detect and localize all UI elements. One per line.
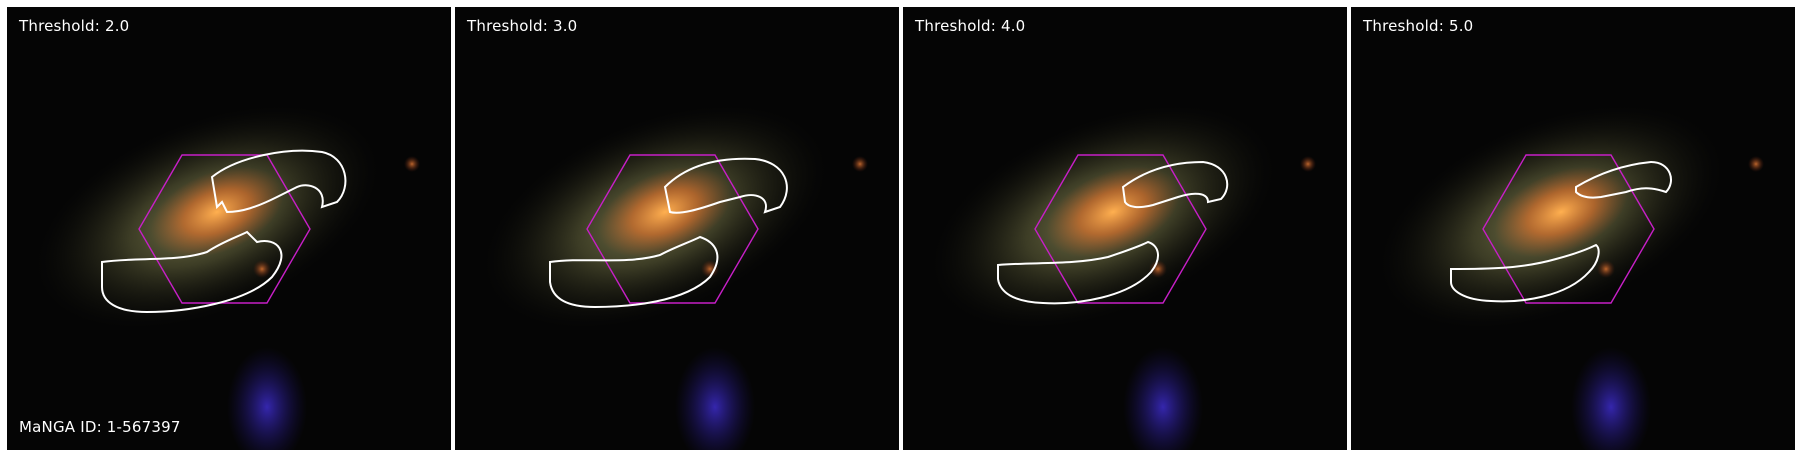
manga-id-label: MaNGA ID: 1-567397 xyxy=(19,418,181,436)
blue-source xyxy=(227,347,307,450)
background-source xyxy=(404,156,420,172)
galaxy-core xyxy=(598,166,732,258)
companion-source xyxy=(1597,260,1615,278)
galaxy-panel-threshold-5: Threshold: 5.0 xyxy=(1351,7,1795,450)
blue-source xyxy=(1571,347,1651,450)
contour-upper xyxy=(1575,160,1672,199)
background-source xyxy=(1300,156,1316,172)
background-source xyxy=(852,156,868,172)
contour-upper xyxy=(210,149,347,214)
threshold-label: Threshold: 5.0 xyxy=(1363,17,1474,35)
galaxy-image xyxy=(36,106,420,450)
galaxy-panel-threshold-2: Threshold: 2.0 MaNGA ID: 1-567397 xyxy=(7,7,451,450)
threshold-label: Threshold: 2.0 xyxy=(19,17,130,35)
blue-source xyxy=(675,347,755,450)
ifu-hexagon xyxy=(586,154,759,304)
threshold-label: Threshold: 4.0 xyxy=(915,17,1026,35)
galaxy-core xyxy=(1494,166,1628,258)
background-source xyxy=(1748,156,1764,172)
threshold-label: Threshold: 3.0 xyxy=(467,17,578,35)
companion-source xyxy=(1149,260,1167,278)
contour-upper xyxy=(663,157,788,214)
contour-upper xyxy=(1121,160,1229,209)
ifu-hexagon xyxy=(1482,154,1655,304)
companion-source xyxy=(253,260,271,278)
contour-lower xyxy=(1450,243,1600,303)
galaxy-image xyxy=(1380,106,1764,450)
blue-source xyxy=(1123,347,1203,450)
contour-lower xyxy=(549,235,719,309)
galaxy-core xyxy=(1046,166,1180,258)
galaxy-panel-threshold-3: Threshold: 3.0 xyxy=(455,7,899,450)
contour-lower xyxy=(997,240,1159,305)
ifu-hexagon xyxy=(1034,154,1207,304)
galaxy-panel-threshold-4: Threshold: 4.0 xyxy=(903,7,1347,450)
galaxy-image xyxy=(932,106,1316,450)
galaxy-image xyxy=(484,106,868,450)
contour-lower xyxy=(101,230,283,314)
companion-source xyxy=(701,260,719,278)
